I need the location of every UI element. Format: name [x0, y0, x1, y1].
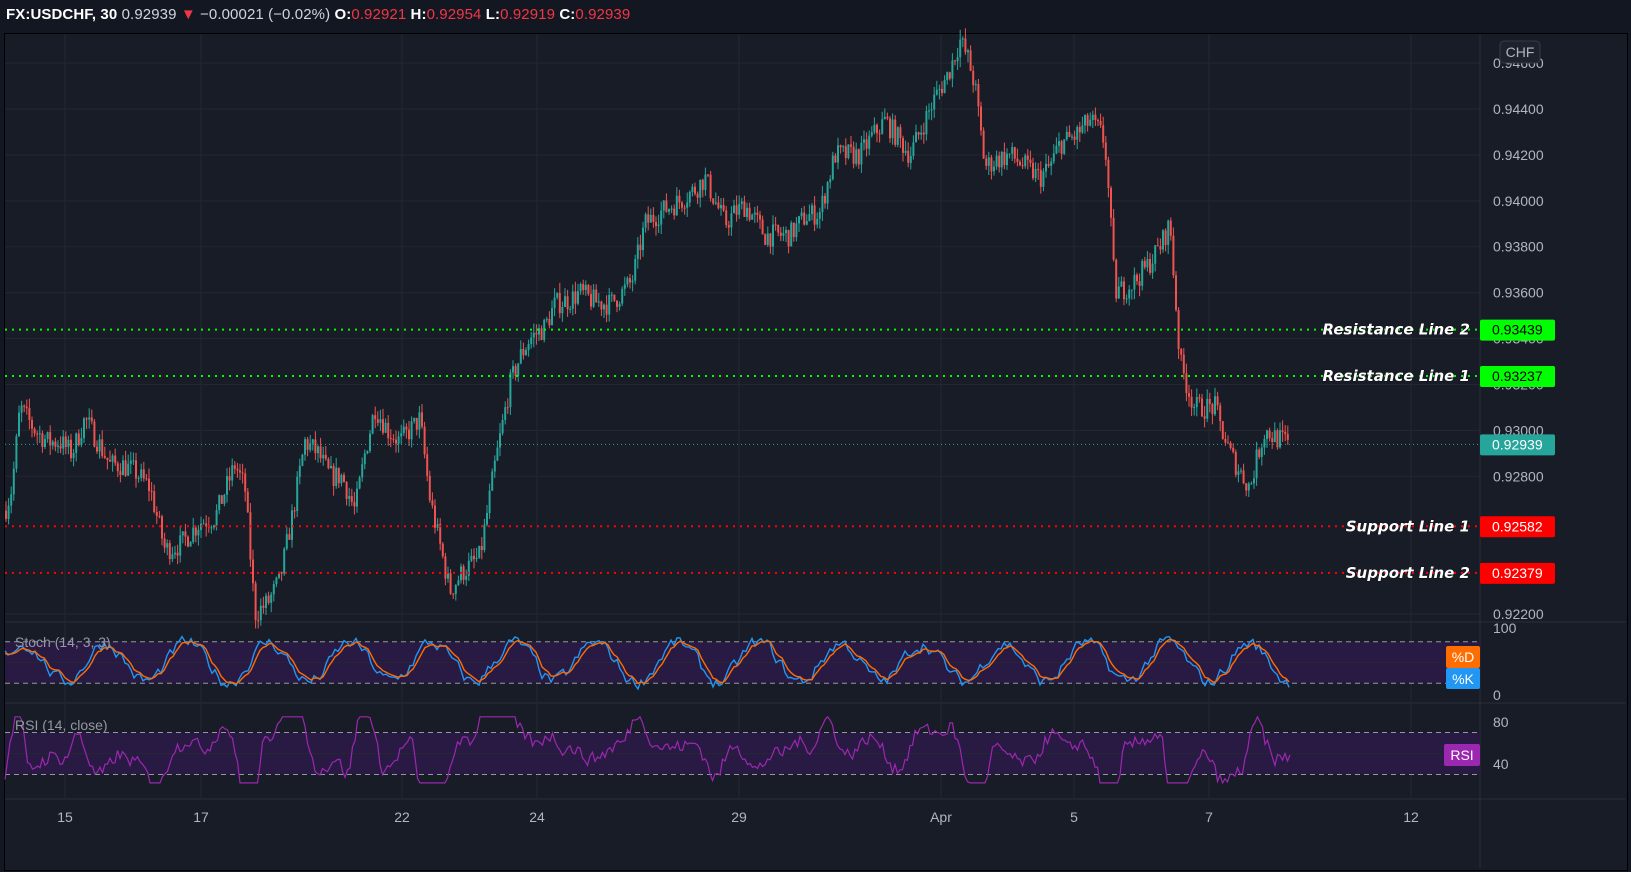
rsi-title[interactable]: RSI (14, close) [15, 717, 108, 733]
time-tick-label: 5 [1070, 809, 1078, 825]
time-tick-label: 12 [1403, 809, 1419, 825]
price-tick-label: 0.93800 [1493, 239, 1544, 255]
symbol-name[interactable]: FX:USDCHF, 30 [6, 6, 118, 23]
price-tick-label: 0.92800 [1493, 468, 1544, 484]
stoch-d-tag: %D [1446, 646, 1480, 668]
resistance-line-2[interactable]: Resistance Line 2 0.93439 [5, 319, 1555, 341]
currency-badge[interactable]: CHF [1499, 40, 1541, 64]
last-price: 0.92939 [121, 6, 177, 23]
open-label: O: [334, 6, 352, 23]
close-value: 0.92939 [575, 6, 631, 23]
resistance-line-1[interactable]: Resistance Line 1 0.93237 [5, 365, 1555, 387]
rsi-pane[interactable]: RSI (14, close) [4, 715, 1480, 785]
support-line-2[interactable]: Support Line 2 0.92379 [5, 562, 1555, 584]
price-tick-label: 0.94000 [1493, 193, 1544, 209]
svg-text:CHF: CHF [1506, 44, 1535, 60]
price-change: −0.00021 (−0.02%) [200, 6, 331, 23]
line-label: Resistance Line 1 [1323, 367, 1470, 385]
price-tag: 0.92379 [1492, 565, 1543, 581]
low-label: L: [485, 6, 501, 23]
close-label: C: [559, 6, 576, 23]
price-tick-label: 0.93000 [1493, 422, 1544, 438]
price-pane[interactable] [5, 28, 1480, 629]
line-label: Resistance Line 2 [1323, 321, 1470, 339]
last-price-tag: 0.92939 [1480, 434, 1555, 456]
rsi-line [4, 715, 1291, 785]
svg-text:%K: %K [1452, 671, 1474, 687]
time-tick-label: 24 [529, 809, 545, 825]
price-tag: 0.93237 [1492, 368, 1543, 384]
chart-header: FX:USDCHF, 30 0.92939 ▼ −0.00021 (−0.02%… [0, 0, 1631, 32]
svg-text:40: 40 [1493, 756, 1509, 772]
high-value: 0.92954 [426, 6, 482, 23]
low-value: 0.92919 [500, 6, 556, 23]
svg-text:%D: %D [1452, 649, 1475, 665]
svg-text:RSI: RSI [1450, 747, 1473, 763]
stoch-d-line [4, 638, 1290, 685]
time-tick-label: Apr [930, 809, 952, 825]
open-value: 0.92921 [351, 6, 407, 23]
triangle-down-icon: ▼ [180, 6, 196, 23]
price-tag: 0.93439 [1492, 322, 1543, 338]
time-axis[interactable]: 15 17 22 24 29 Apr 5 7 12 [57, 809, 1419, 825]
price-tick-label: 0.92200 [1493, 606, 1544, 622]
stoch-k-tag: %K [1446, 668, 1480, 689]
support-line-1[interactable]: Support Line 1 0.92582 [5, 516, 1555, 538]
price-tag: 0.92582 [1492, 518, 1543, 534]
svg-text:0: 0 [1493, 687, 1501, 703]
time-tick-label: 7 [1205, 809, 1213, 825]
time-tick-label: 17 [193, 809, 209, 825]
price-tick-label: 0.94200 [1493, 147, 1544, 163]
time-tick-label: 15 [57, 809, 73, 825]
svg-text:100: 100 [1493, 620, 1517, 636]
stoch-pane[interactable]: Stoch (14, 3, 3) [4, 634, 1480, 691]
stoch-k-line [4, 635, 1290, 691]
line-label: Support Line 2 [1346, 564, 1470, 582]
line-label: Support Line 1 [1346, 517, 1470, 535]
svg-text:80: 80 [1493, 714, 1509, 730]
stoch-title[interactable]: Stoch (14, 3, 3) [15, 634, 111, 650]
price-tick-label: 0.93600 [1493, 285, 1544, 301]
grid-lines [5, 34, 1626, 868]
time-tick-label: 29 [731, 809, 747, 825]
time-tick-label: 22 [394, 809, 410, 825]
price-axis[interactable]: 0.946000.944000.942000.940000.938000.936… [1493, 55, 1544, 772]
high-label: H: [410, 6, 427, 23]
rsi-tag: RSI [1444, 744, 1480, 766]
symbol-legend: FX:USDCHF, 30 0.92939 ▼ −0.00021 (−0.02%… [6, 6, 630, 23]
svg-text:0.92939: 0.92939 [1492, 436, 1543, 452]
price-tick-label: 0.94400 [1493, 101, 1544, 117]
